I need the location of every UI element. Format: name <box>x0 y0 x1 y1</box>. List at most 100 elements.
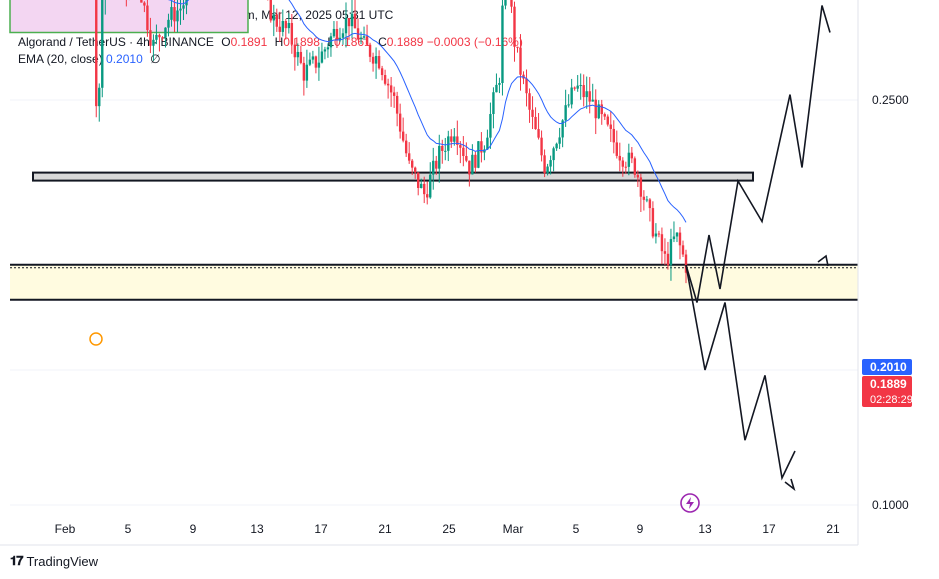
candle-body <box>317 62 321 68</box>
candle-body <box>164 27 167 38</box>
candle-body <box>302 62 306 81</box>
candle-body <box>338 37 342 41</box>
candle-body <box>450 136 453 142</box>
candle-body <box>453 136 456 142</box>
candle <box>395 91 399 127</box>
candle <box>356 18 360 41</box>
candle-body <box>278 26 281 32</box>
candle <box>429 162 432 199</box>
candle <box>462 136 465 167</box>
candle-body <box>176 10 179 22</box>
ema-legend-row: EMA (20, close) 0.2010 ∅ <box>18 51 523 68</box>
candle-body <box>392 92 396 96</box>
candle-body <box>323 49 327 52</box>
candle-body <box>480 141 483 153</box>
candle-body <box>678 232 682 246</box>
candle <box>284 18 288 40</box>
candle-series <box>95 0 688 284</box>
x-tick-label: 25 <box>442 522 456 536</box>
candle-body <box>669 239 673 266</box>
last-price-tag <box>862 376 912 407</box>
candle <box>281 9 285 37</box>
candle-body <box>167 19 170 28</box>
candle-body <box>353 13 357 29</box>
candle <box>401 117 405 143</box>
candle <box>660 227 664 265</box>
candle <box>326 43 330 58</box>
candle-body <box>444 150 447 152</box>
candle-body <box>555 143 558 149</box>
candle-body <box>101 0 104 88</box>
candle-body <box>615 142 618 156</box>
candle-body <box>486 137 489 150</box>
candle <box>573 86 576 91</box>
tradingview-brand[interactable]: 𝟏𝟕 TradingView <box>10 553 98 569</box>
candle-body <box>350 13 354 27</box>
ema-label[interactable]: EMA (20, close) <box>18 52 103 66</box>
open-label: O <box>221 35 231 49</box>
time-axis: Feb 5 9 13 17 21 25 Mar 5 9 13 17 21 <box>55 522 840 536</box>
candle <box>450 129 453 148</box>
candle <box>444 137 447 161</box>
candle <box>648 198 652 222</box>
candle-body <box>344 18 348 34</box>
candle-body <box>684 254 688 273</box>
candle-body <box>296 51 300 58</box>
candle <box>314 55 318 74</box>
candle-body <box>621 160 625 167</box>
candle-body <box>519 47 522 75</box>
candle <box>392 86 396 108</box>
candle <box>173 0 176 33</box>
candle <box>275 8 278 32</box>
candle <box>618 142 622 172</box>
candle <box>329 32 333 57</box>
candle-body <box>564 105 567 121</box>
candle-body <box>386 83 390 86</box>
candle-body <box>660 234 664 252</box>
candle <box>630 147 634 164</box>
candle-body <box>284 21 288 29</box>
candle <box>603 112 606 121</box>
candle <box>561 119 564 148</box>
candle <box>368 42 372 63</box>
candle <box>179 0 182 25</box>
candle-body <box>516 46 519 48</box>
candle <box>423 176 426 204</box>
chart-grid <box>10 99 858 506</box>
candle-body <box>275 14 278 27</box>
candle-body <box>513 6 516 47</box>
candle <box>591 83 594 102</box>
candle <box>513 1 516 62</box>
candle-body <box>462 147 465 156</box>
candle <box>555 142 558 151</box>
candle-body <box>272 14 275 21</box>
candle <box>480 132 483 163</box>
candle <box>579 73 582 100</box>
candle <box>398 103 402 139</box>
candle <box>302 56 306 96</box>
candle <box>474 151 477 173</box>
candle <box>672 221 676 243</box>
candle-body <box>465 155 468 161</box>
candle <box>344 2 348 48</box>
candle-body <box>576 85 579 89</box>
symbol-title[interactable]: Algorand / TetherUS · 4h · BINANCE <box>18 35 214 49</box>
candle <box>404 133 408 157</box>
candle-body <box>573 87 576 89</box>
x-tick-label: 13 <box>250 522 264 536</box>
candle <box>359 31 363 45</box>
candle <box>164 27 167 48</box>
candle <box>612 120 615 154</box>
candle-body <box>269 0 272 21</box>
candle-body <box>170 7 173 20</box>
candle <box>426 181 429 205</box>
candle <box>669 228 673 281</box>
candle-body <box>305 64 309 81</box>
candle-body <box>603 114 606 117</box>
candle <box>374 47 378 79</box>
candle-body <box>335 28 339 41</box>
x-tick-label: 17 <box>314 522 328 536</box>
candle <box>534 107 537 130</box>
candle-body <box>477 141 480 168</box>
